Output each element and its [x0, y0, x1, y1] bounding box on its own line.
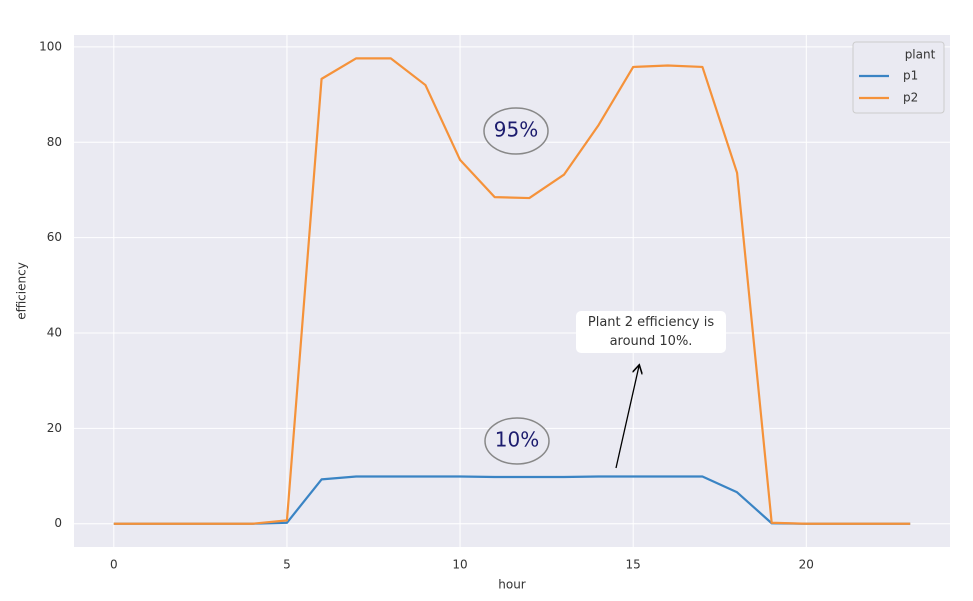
y-tick-label: 60 [47, 230, 62, 244]
y-tick-label: 40 [47, 326, 62, 340]
legend-label: p1 [903, 69, 918, 83]
legend: plant p1 p2 [852, 41, 945, 114]
legend-title: plant [905, 48, 936, 62]
x-axis-label: hour [498, 578, 526, 592]
y-tick-label: 20 [47, 421, 62, 435]
legend-items: p1 p2 [859, 69, 918, 105]
y-axis-label: efficiency [15, 262, 29, 320]
series-line [113, 57, 911, 525]
annotation: 95% [494, 118, 538, 142]
y-tick-label: 100 [39, 39, 62, 53]
x-tick-label: 20 [799, 558, 814, 572]
lines [113, 57, 911, 525]
annotation: 10% [495, 428, 539, 452]
legend-box [852, 41, 945, 114]
x-tick-label: 5 [283, 558, 291, 572]
sketch-circle [484, 417, 550, 465]
callout: Plant 2 efficiency is around 10%. [576, 311, 726, 353]
x-tick-label: 10 [452, 558, 467, 572]
legend-label: p2 [903, 91, 918, 105]
arrow [615, 366, 639, 469]
y-tick-label: 0 [54, 516, 62, 530]
sketch-circle [483, 107, 549, 155]
x-tick-label: 15 [626, 558, 641, 572]
x-tick-label: 0 [110, 558, 118, 572]
y-tick-label: 80 [47, 135, 62, 149]
